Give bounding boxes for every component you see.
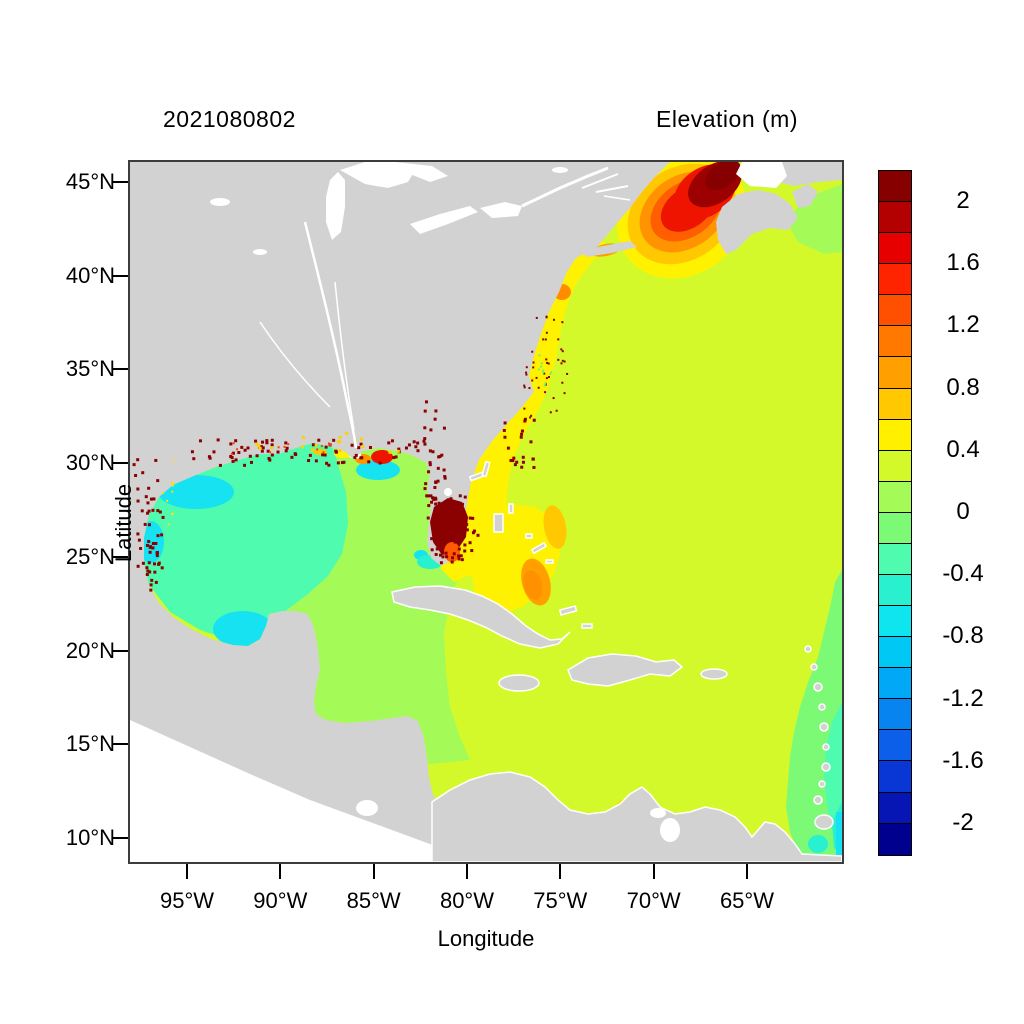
colorbar-band xyxy=(879,295,911,327)
lake-erie xyxy=(410,206,478,234)
y-tick-mark xyxy=(113,649,128,652)
map-canvas xyxy=(130,162,842,862)
lake-nicaragua xyxy=(356,800,378,816)
colorbar-band xyxy=(879,481,911,513)
south-america xyxy=(431,771,842,862)
colorbar-band xyxy=(879,699,911,731)
y-tick-label: 25°N xyxy=(65,543,115,569)
colorbar-band xyxy=(879,668,911,700)
colorbar-band xyxy=(879,792,911,824)
y-tick-mark xyxy=(113,181,128,183)
x-tick-label: 70°W xyxy=(626,888,681,913)
white-patch-fundy-north xyxy=(736,162,787,188)
lake-ontario xyxy=(480,202,522,218)
colorbar-tick-label: 0.8 xyxy=(946,373,980,401)
colorbar-band xyxy=(879,419,911,451)
x-tick-label: 75°W xyxy=(533,888,588,913)
region-green-nova-scotia xyxy=(786,184,842,254)
colorbar xyxy=(878,170,912,856)
y-tick-label: 30°N xyxy=(65,450,115,476)
y-tick-mark xyxy=(113,462,128,465)
island-cuba xyxy=(391,585,571,649)
colorbar-tick-label: 0.4 xyxy=(946,435,980,463)
colorbar-tick-label: 0 xyxy=(956,498,970,525)
georgian-bay xyxy=(395,162,448,182)
colorbar-band xyxy=(879,264,911,296)
colorbar-band xyxy=(879,637,911,669)
colorbar-band xyxy=(879,357,911,389)
y-tick-mark xyxy=(113,743,128,746)
y-tick-mark xyxy=(113,836,128,839)
colorbar-band xyxy=(879,730,911,762)
colorbar-band xyxy=(879,575,911,607)
island-puerto-rico xyxy=(700,668,728,680)
y-tick-mark xyxy=(113,555,128,558)
y-tick-label: 35°N xyxy=(65,356,115,382)
lake-okeechobee xyxy=(444,488,452,496)
colorbar-tick-label: -0.4 xyxy=(942,560,984,588)
colorbar-band xyxy=(879,761,911,793)
colorbar-tick-label: 1.2 xyxy=(946,311,980,339)
lake-michigan xyxy=(326,172,345,240)
colorbar-band xyxy=(879,388,911,420)
colorbar-band xyxy=(879,450,911,482)
colorbar-band xyxy=(879,823,911,855)
x-tick-mark xyxy=(652,864,655,879)
colorbar-tick-label: -1.2 xyxy=(942,684,984,712)
date-title: 2021080802 xyxy=(163,106,296,132)
x-axis-label: Longitude xyxy=(437,926,535,951)
colorbar-band xyxy=(879,543,911,576)
colorbar-tick-label: 1.6 xyxy=(946,249,980,277)
y-tick-label: 20°N xyxy=(65,637,115,663)
st-lawrence-river xyxy=(521,166,631,208)
islands xyxy=(391,184,842,862)
colorbar-band xyxy=(879,171,911,203)
y-tick-label: 15°N xyxy=(65,731,115,757)
colorbar-tick-label: -2 xyxy=(952,808,974,836)
x-tick-label: 80°W xyxy=(439,888,494,913)
wetdry-speckles xyxy=(132,315,569,592)
y-tick-mark xyxy=(113,274,128,277)
x-tick-mark xyxy=(559,864,562,879)
x-tick-mark xyxy=(279,864,282,879)
region-gulf-of-maine-rings xyxy=(617,162,774,279)
island-nova-scotia xyxy=(716,184,818,254)
map-plot-area: 45°N 40°N 35°N 30°N 25°N 20°N 15°N 10°N 95°W 90°… xyxy=(66,160,844,951)
region-turquoise-trinidad xyxy=(808,835,828,853)
x-tick-label: 85°W xyxy=(346,888,401,913)
lakes-and-rivers xyxy=(210,162,680,842)
x-tick-label: 90°W xyxy=(253,888,308,913)
colorbar-tick-label: 2 xyxy=(956,187,970,215)
colorbar-band xyxy=(879,202,911,234)
y-tick-label: 45°N xyxy=(65,169,115,194)
y-tick-label: 10°N xyxy=(65,824,115,850)
x-tick-mark xyxy=(745,864,748,879)
mississippi-river xyxy=(259,221,358,449)
y-tick-mark xyxy=(113,368,128,371)
islands-lesser-antilles xyxy=(804,645,834,830)
region-cyan-edge-strip xyxy=(836,812,842,862)
colorbar-title: Elevation (m) xyxy=(656,106,798,132)
x-tick-label: 65°W xyxy=(719,888,774,913)
colorbar-band xyxy=(879,512,911,544)
colorbar-band xyxy=(879,606,911,638)
island-long-island xyxy=(582,241,637,257)
colorbar-tick-label: -0.8 xyxy=(942,622,984,650)
x-tick-mark xyxy=(186,864,188,879)
colorbar-band xyxy=(879,326,911,358)
y-axis-label: Latitude xyxy=(111,483,136,563)
lake-huron xyxy=(340,162,415,188)
islands-bahamas xyxy=(468,460,593,629)
colorbar-tick-label: -1.6 xyxy=(942,746,984,774)
y-tick-label: 40°N xyxy=(65,262,115,288)
x-tick-mark xyxy=(465,864,468,879)
island-hispaniola xyxy=(567,653,684,687)
x-tick-mark xyxy=(372,864,375,879)
x-tick-label: 95°W xyxy=(159,888,215,913)
lake-maracaibo xyxy=(660,818,680,842)
colorbar-band xyxy=(879,233,911,265)
island-jamaica xyxy=(498,674,540,692)
